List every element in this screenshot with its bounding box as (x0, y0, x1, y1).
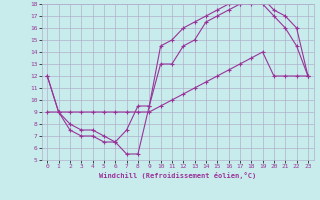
X-axis label: Windchill (Refroidissement éolien,°C): Windchill (Refroidissement éolien,°C) (99, 172, 256, 179)
